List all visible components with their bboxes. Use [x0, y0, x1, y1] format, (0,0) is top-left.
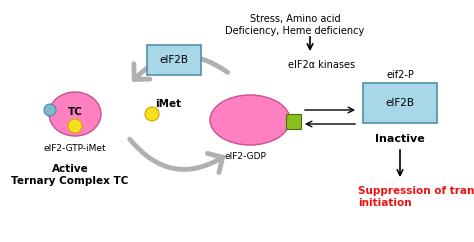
- FancyBboxPatch shape: [363, 83, 437, 123]
- Circle shape: [44, 104, 56, 116]
- Text: Inactive: Inactive: [375, 134, 425, 144]
- Text: Stress, Amino acid
Deficiency, Heme deficiency: Stress, Amino acid Deficiency, Heme defi…: [225, 14, 365, 36]
- Ellipse shape: [210, 95, 290, 145]
- Circle shape: [145, 107, 159, 121]
- Text: eIF2B: eIF2B: [385, 98, 414, 108]
- Text: Active
Ternary Complex TC: Active Ternary Complex TC: [11, 164, 128, 186]
- FancyBboxPatch shape: [147, 45, 201, 75]
- Text: eIF2B: eIF2B: [159, 55, 189, 65]
- Text: Suppression of translation
initiation: Suppression of translation initiation: [358, 186, 474, 208]
- FancyBboxPatch shape: [286, 113, 301, 129]
- Text: eIF2-GDP: eIF2-GDP: [224, 152, 266, 161]
- Text: eif2-P: eif2-P: [386, 70, 414, 80]
- Text: TC: TC: [68, 107, 82, 117]
- Ellipse shape: [49, 92, 101, 136]
- FancyArrowPatch shape: [134, 56, 228, 79]
- Text: eIF2α kinases: eIF2α kinases: [289, 60, 356, 70]
- Text: eIF2-GTP-iMet: eIF2-GTP-iMet: [44, 144, 106, 153]
- FancyArrowPatch shape: [130, 139, 223, 173]
- Circle shape: [68, 119, 82, 133]
- Text: iMet: iMet: [155, 99, 181, 109]
